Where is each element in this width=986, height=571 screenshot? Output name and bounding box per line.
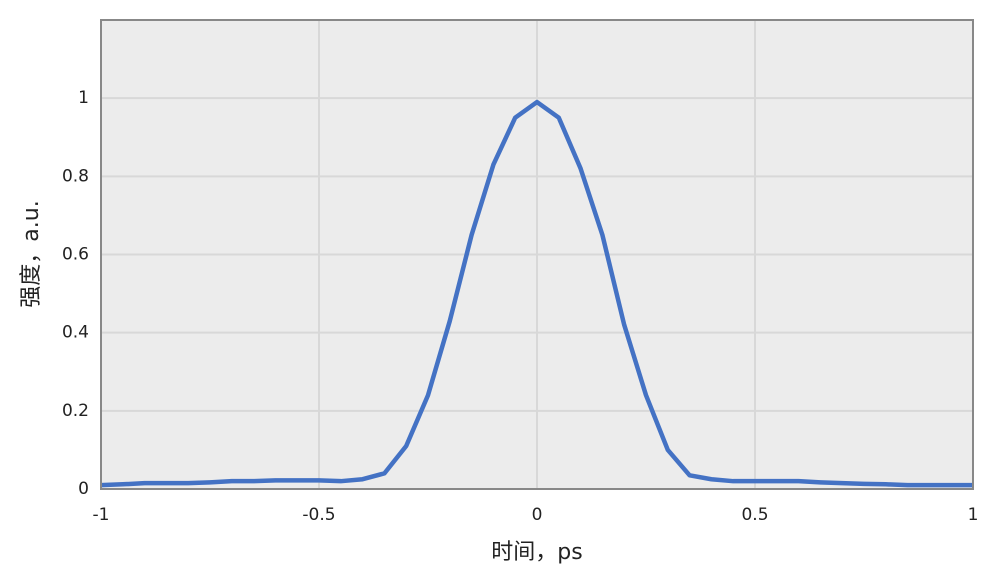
- x-tick-label: -1: [93, 505, 110, 525]
- y-tick-label: 0: [78, 479, 89, 499]
- x-tick-label: 0.5: [741, 505, 768, 525]
- data-line: [100, 99, 973, 488]
- x-tick-label: -0.5: [302, 505, 335, 525]
- y-tick-label: 0.4: [62, 323, 89, 343]
- y-tick-label: 0.2: [62, 401, 89, 421]
- x-tick-label: 1: [968, 505, 979, 525]
- x-tick-label: 0: [532, 505, 543, 525]
- plot-area: [100, 19, 974, 490]
- y-tick-label: 0.8: [62, 166, 89, 186]
- y-tick-label: 1: [78, 88, 89, 108]
- y-tick-label: 0.6: [62, 245, 89, 265]
- y-axis-title: 强度，a.u.: [19, 200, 44, 307]
- x-axis-title: 时间，ps: [491, 540, 582, 565]
